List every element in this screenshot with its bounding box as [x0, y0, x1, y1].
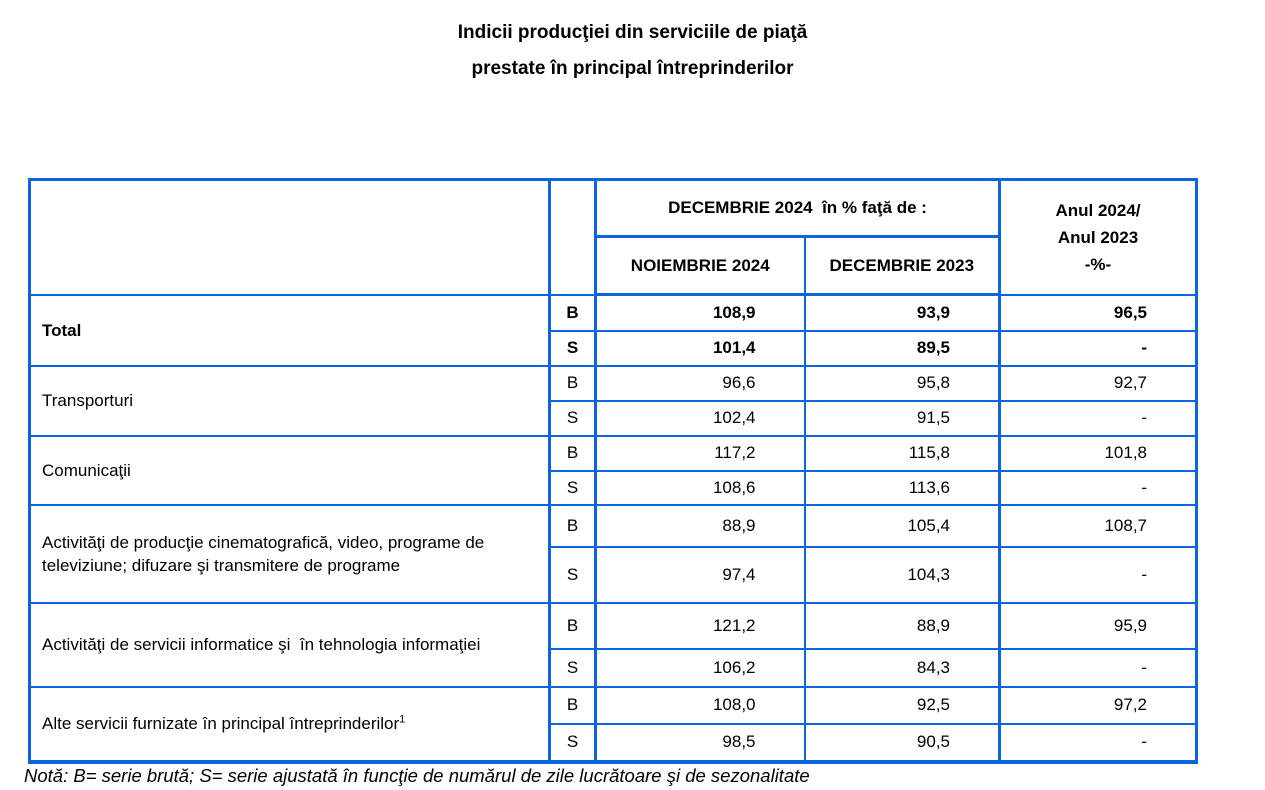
series-cell-b: B	[548, 601, 597, 650]
footnote-marker: 1	[399, 713, 406, 726]
value-cell: 104,3	[803, 545, 1001, 604]
series-cell-b: B	[548, 434, 597, 472]
series-cell-b: B	[548, 364, 597, 402]
table-row-comunicatii-s: S 108,6 113,6 -	[30, 469, 1198, 506]
value-cell-annual: -	[998, 399, 1198, 437]
value-cell: 96,6	[594, 364, 806, 402]
value-cell: 91,5	[803, 399, 1001, 437]
table-row-informatice-b: Activităţi de servicii informatice şi în…	[28, 601, 1198, 688]
header-empty-label-cell	[28, 178, 551, 296]
series-cell-s: S	[548, 399, 597, 437]
value-cell-annual: -	[998, 545, 1198, 604]
value-cell: 121,2	[594, 601, 806, 650]
value-cell: 92,5	[803, 685, 1001, 725]
row-label-comunicatii: Comunicaţii	[28, 434, 551, 506]
series-cell-s: S	[548, 469, 597, 506]
value-cell-annual: -	[998, 469, 1198, 506]
page-title-line1: Indicii producţiei din serviciile de pia…	[457, 22, 808, 43]
series-cell-s: S	[548, 329, 597, 367]
value-cell-annual: 101,8	[998, 434, 1198, 472]
value-cell: 113,6	[803, 469, 1001, 506]
value-cell: 115,8	[803, 434, 1001, 472]
value-cell: 101,4	[594, 329, 806, 367]
page-title-line2: prestate în principal întreprinderilor	[471, 58, 794, 79]
value-cell: 89,5	[803, 329, 1001, 367]
table-row-cinematografie-s: S 97,4 104,3 -	[30, 545, 1198, 604]
series-cell-s: S	[548, 722, 597, 763]
value-cell-annual: -	[998, 722, 1198, 763]
table-row-comunicatii-b: Comunicaţii B 117,2 115,8 101,8	[28, 434, 1198, 506]
row-label-cinematografie: Activităţi de producţie cinematografică,…	[28, 503, 551, 604]
row-label-total: Total	[28, 293, 551, 367]
table-row-informatice-s: S 106,2 84,3 -	[30, 647, 1198, 688]
value-cell-annual: 96,5	[998, 293, 1198, 332]
value-cell: 108,0	[594, 685, 806, 725]
table-row-transporturi-b: Transporturi B 96,6 95,8 92,7	[28, 364, 1198, 437]
series-cell-s: S	[548, 545, 597, 604]
value-cell: 90,5	[803, 722, 1001, 763]
table-row-alte-servicii-b: Alte servicii furnizate în principal înt…	[28, 685, 1198, 763]
series-cell-b: B	[548, 293, 597, 332]
table-row-transporturi-s: S 102,4 91,5 -	[30, 399, 1198, 437]
header-col-noiembrie-2024: NOIEMBRIE 2024	[594, 235, 806, 296]
value-cell-annual: -	[998, 647, 1198, 688]
value-cell: 88,9	[594, 503, 806, 548]
value-cell: 108,9	[594, 293, 806, 332]
header-annual-line1: Anul 2024/	[1055, 200, 1141, 220]
value-cell: 102,4	[594, 399, 806, 437]
value-cell: 98,5	[594, 722, 806, 763]
row-label-informatice: Activităţi de servicii informatice şi în…	[28, 601, 551, 688]
table-row-total-b: Total B 108,9 93,9 96,5	[28, 293, 1198, 367]
service-production-indices-table: DECEMBRIE 2024 în % faţă de : Anul 2024/…	[28, 178, 1198, 764]
value-cell: 97,4	[594, 545, 806, 604]
header-empty-series-cell	[548, 178, 597, 296]
value-cell: 84,3	[803, 647, 1001, 688]
value-cell: 106,2	[594, 647, 806, 688]
series-cell-b: B	[548, 503, 597, 548]
header-annual-ratio: Anul 2024/ Anul 2023 -%-	[998, 178, 1198, 296]
header-row-group: DECEMBRIE 2024 în % faţă de : Anul 2024/…	[28, 178, 1198, 296]
footnote: Notă: B= serie brută; S= serie ajustată …	[24, 765, 810, 786]
value-cell: 88,9	[803, 601, 1001, 650]
value-cell-annual: 92,7	[998, 364, 1198, 402]
table-row-total-s: S 101,4 89,5 -	[30, 329, 1198, 367]
row-label-transporturi: Transporturi	[28, 364, 551, 437]
value-cell: 95,8	[803, 364, 1001, 402]
series-cell-b: B	[548, 685, 597, 725]
value-cell: 117,2	[594, 434, 806, 472]
header-col-decembrie-2023: DECEMBRIE 2023	[803, 235, 1001, 296]
value-cell-annual: 95,9	[998, 601, 1198, 650]
value-cell-annual: -	[998, 329, 1198, 367]
value-cell-annual: 108,7	[998, 503, 1198, 548]
page-title: Indicii producţiei din serviciile de pia…	[0, 15, 1265, 87]
table-row-alte-servicii-s: S 98,5 90,5 -	[30, 722, 1198, 763]
header-group-decembrie-2024: DECEMBRIE 2024 în % faţă de :	[594, 178, 1001, 238]
value-cell: 93,9	[803, 293, 1001, 332]
header-row-sub: NOIEMBRIE 2024 DECEMBRIE 2023	[30, 235, 1197, 296]
row-label-alte-servicii: Alte servicii furnizate în principal înt…	[28, 685, 551, 763]
series-cell-s: S	[548, 647, 597, 688]
header-annual-line2: Anul 2023	[1057, 227, 1139, 247]
value-cell: 105,4	[803, 503, 1001, 548]
header-annual-line3: -%-	[1084, 254, 1112, 274]
table-row-cinematografie-b: Activităţi de producţie cinematografică,…	[28, 503, 1198, 604]
value-cell: 108,6	[594, 469, 806, 506]
value-cell-annual: 97,2	[998, 685, 1198, 725]
